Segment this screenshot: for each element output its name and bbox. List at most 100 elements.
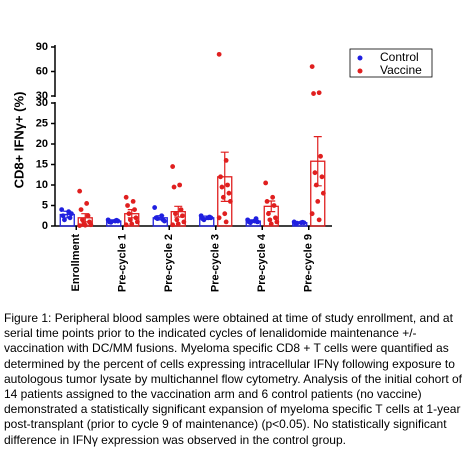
data-point (294, 220, 300, 226)
data-point (248, 220, 253, 226)
y-tick-label: 25 (36, 117, 48, 129)
data-point (320, 190, 326, 196)
data-point (313, 182, 319, 188)
data-point (88, 222, 94, 228)
y-tick-label: 60 (36, 65, 48, 77)
data-point (129, 221, 135, 227)
data-point (270, 194, 276, 200)
y-tick-label: 0 (42, 220, 48, 232)
legend-label: Control (380, 50, 419, 64)
data-point (59, 207, 65, 213)
y-tick-label: 90 (36, 41, 48, 53)
x-tick-label: Pre-cycle 1 (117, 234, 129, 292)
data-point (130, 199, 136, 204)
data-point (82, 222, 88, 228)
data-point (216, 51, 222, 57)
data-point (255, 219, 260, 225)
data-point (170, 222, 176, 228)
data-point (132, 207, 137, 213)
data-point (173, 211, 178, 217)
data-point (174, 217, 180, 223)
data-point (152, 205, 158, 210)
data-point (273, 215, 278, 221)
data-point (319, 174, 325, 180)
x-tick-label: Pre-cycle 3 (210, 234, 222, 292)
legend-box (349, 48, 433, 78)
data-point (316, 90, 322, 96)
data-point (159, 213, 165, 219)
data-point (155, 216, 160, 222)
data-point (78, 207, 84, 213)
data-point (318, 153, 323, 159)
data-point (274, 219, 280, 225)
data-point (226, 190, 232, 196)
data-point (133, 215, 139, 221)
data-point (134, 219, 140, 225)
data-point (271, 203, 277, 208)
data-point (108, 219, 114, 225)
data-point (162, 218, 167, 224)
x-tick-label: Pre-cycle 2 (163, 234, 175, 292)
y-tick-label: 20 (36, 138, 48, 150)
data-point (208, 215, 214, 221)
data-point (222, 211, 228, 217)
data-point (316, 217, 322, 223)
data-point (220, 194, 226, 200)
data-point (301, 220, 307, 226)
data-point (123, 194, 129, 200)
y-tick-label: 5 (42, 199, 48, 211)
y-tick-label: 15 (36, 158, 48, 170)
x-tick-label: Pre-cycle 9 (303, 234, 315, 292)
legend-label: Vaccine (380, 63, 422, 77)
data-point (223, 219, 229, 225)
data-point (177, 182, 183, 188)
legend-marker (357, 68, 363, 74)
y-tick-label: 10 (36, 179, 48, 191)
data-point (266, 211, 271, 217)
data-point (223, 158, 229, 163)
data-point (123, 222, 129, 228)
data-point (85, 213, 91, 219)
data-point (309, 211, 315, 217)
data-point (227, 199, 233, 204)
data-point (216, 215, 222, 221)
data-point (84, 201, 90, 206)
data-point (201, 217, 207, 223)
data-point (267, 217, 273, 223)
data-point (181, 219, 187, 225)
data-point (219, 184, 225, 190)
data-point (171, 184, 177, 190)
data-point (67, 215, 73, 221)
data-point (225, 182, 230, 188)
data-point (309, 64, 315, 69)
data-point (115, 218, 121, 224)
data-point (170, 164, 176, 169)
data-point (69, 211, 74, 217)
data-point (268, 221, 274, 227)
data-point (77, 223, 83, 228)
data-point (263, 180, 269, 186)
data-point (312, 170, 318, 176)
data-point (125, 203, 130, 208)
y-tick-label: 30 (36, 90, 48, 102)
data-point (264, 199, 270, 204)
data-point (60, 213, 66, 219)
caption: Figure 1: Peripheral blood samples were … (4, 311, 462, 447)
data-point (126, 211, 132, 217)
data-point (180, 213, 185, 219)
data-point (311, 91, 316, 96)
data-point (178, 207, 184, 213)
data-point (62, 217, 67, 223)
data-point (80, 217, 85, 223)
data-point (315, 199, 321, 204)
data-point (127, 217, 133, 223)
data-point (218, 174, 223, 180)
data-point (175, 221, 181, 227)
y-axis-label: CD8+ IFNγ+ (%) (11, 92, 26, 189)
y-tick-label: 30 (36, 97, 48, 109)
data-point (77, 188, 83, 194)
x-tick-label: Pre-cycle 4 (256, 233, 268, 292)
x-tick-label: Enrollment (70, 234, 82, 292)
